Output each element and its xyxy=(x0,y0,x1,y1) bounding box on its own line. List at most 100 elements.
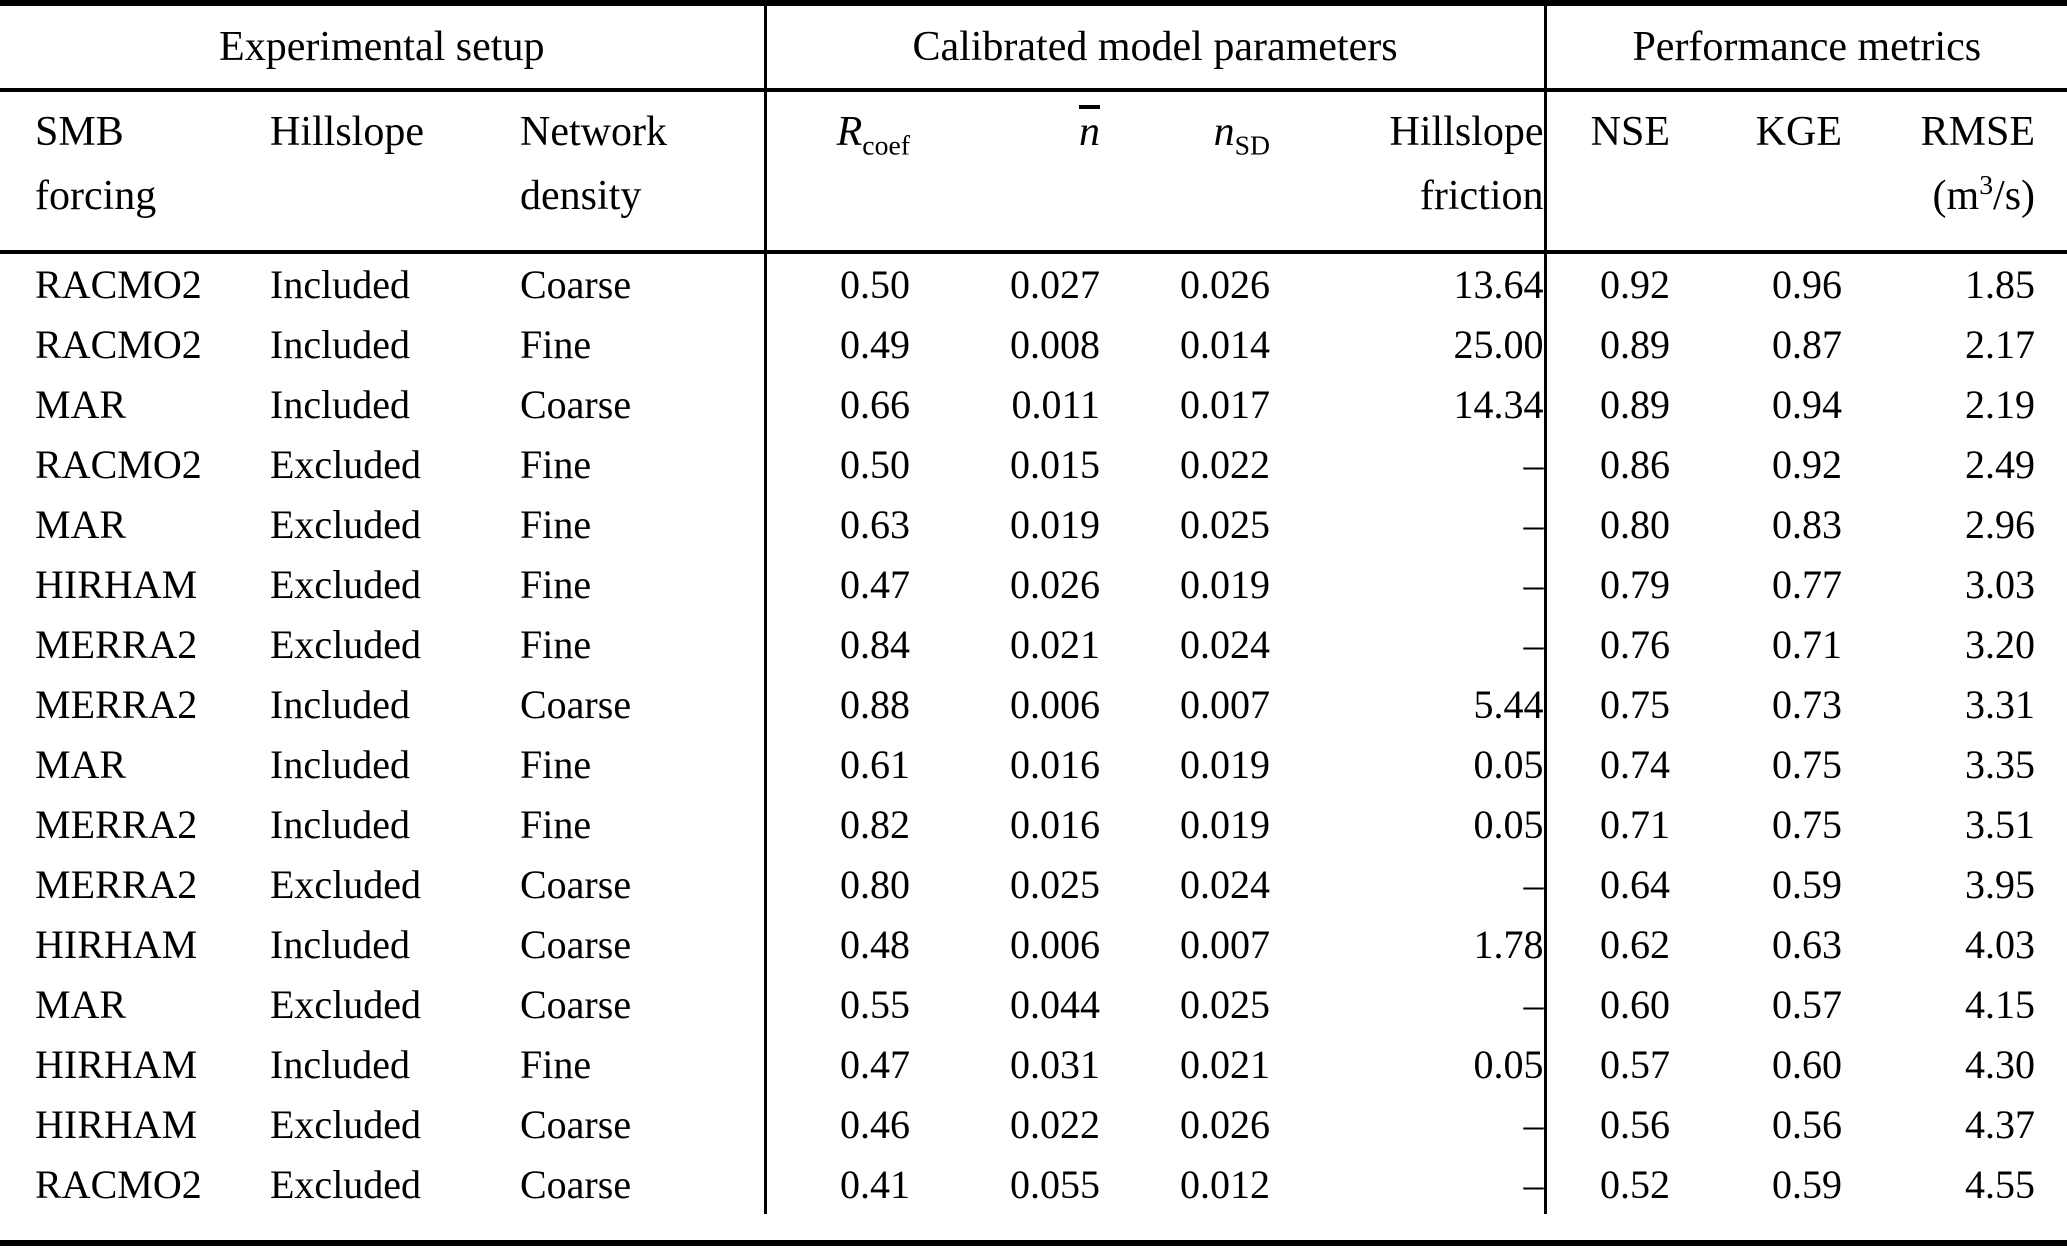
cell-smb_forcing: MAR xyxy=(35,501,127,547)
cell-r_coef: 0.50 xyxy=(763,252,910,314)
cell-n_bar: 0.015 xyxy=(1010,441,1100,487)
cell-hillslope_friction: – xyxy=(1523,621,1544,667)
cell-rmse: 2.49 xyxy=(1965,441,2036,487)
spacer-cell xyxy=(1670,1214,1842,1243)
spacer-cell xyxy=(1842,1214,2067,1243)
cell-n_sd: 0.025 xyxy=(1180,501,1270,547)
cell-rmse: 4.37 xyxy=(1965,1101,2036,1147)
cell-smb_forcing: MAR xyxy=(35,741,127,787)
cell-nse: 0.64 xyxy=(1543,854,1671,914)
cell-n_sd: 0.019 xyxy=(1180,801,1270,847)
kge-label: KGE xyxy=(1755,109,1843,155)
cell-hillslope: Excluded xyxy=(270,1161,422,1207)
cell-hillslope_friction: – xyxy=(1523,561,1544,607)
cell-n_sd: 0.021 xyxy=(1180,1041,1270,1087)
cell-smb_forcing: MERRA2 xyxy=(35,801,198,847)
cell-smb_forcing: RACMO2 xyxy=(35,1161,202,1207)
cell-r_coef: 0.88 xyxy=(763,674,910,734)
cell-rmse: 1.85 xyxy=(1965,261,2036,307)
column-header-hillslope: Hillslope xyxy=(270,90,520,254)
cell-network_density: Coarse xyxy=(520,381,632,427)
cell-hillslope_friction: 14.34 xyxy=(1453,381,1544,427)
table-row: MERRA2 Excluded Fine 0.84 0.021 0.024 –0.76 0.7… xyxy=(0,614,2067,674)
cell-hillslope_friction: 5.44 xyxy=(1473,681,1544,727)
cell-smb_forcing: HIRHAM xyxy=(35,921,198,967)
cell-nse: 0.57 xyxy=(1543,1034,1671,1094)
cell-hillslope: Excluded xyxy=(270,501,422,547)
spacer-row xyxy=(0,1214,2067,1243)
cell-smb_forcing: MAR xyxy=(35,381,127,427)
cell-hillslope_friction: – xyxy=(1523,441,1544,487)
cell-kge: 0.60 xyxy=(1772,1041,1843,1087)
cell-network_density: Coarse xyxy=(520,681,632,727)
cell-nse: 0.74 xyxy=(1543,734,1671,794)
cell-n_sd: 0.026 xyxy=(1180,261,1270,307)
cell-r_coef: 0.41 xyxy=(763,1154,910,1214)
cell-rmse: 3.35 xyxy=(1965,741,2036,787)
cell-network_density: Fine xyxy=(520,561,592,607)
cell-r_coef: 0.46 xyxy=(763,1094,910,1154)
cell-hillslope_friction: 0.05 xyxy=(1473,801,1544,847)
cell-kge: 0.96 xyxy=(1772,261,1843,307)
cell-hillslope: Excluded xyxy=(270,621,422,667)
cell-hillslope: Excluded xyxy=(270,561,422,607)
cell-n_bar: 0.031 xyxy=(1010,1041,1100,1087)
table-row: MAR Included Coarse 0.66 0.011 0.017 14.34 0.89… xyxy=(0,374,2067,434)
table-row: MERRA2 Included Fine 0.82 0.016 0.019 0.05 0.71… xyxy=(0,794,2067,854)
cell-r_coef: 0.55 xyxy=(763,974,910,1034)
cell-nse: 0.52 xyxy=(1543,1154,1671,1214)
cell-smb_forcing: RACMO2 xyxy=(35,441,202,487)
table-row: HIRHAM Excluded Coarse 0.46 0.022 0.026–0.56 0… xyxy=(0,1094,2067,1154)
spacer-cell xyxy=(1270,1214,1545,1243)
cell-hillslope: Excluded xyxy=(270,441,422,487)
cell-network_density: Coarse xyxy=(520,261,632,307)
column-header-n-bar: n xyxy=(910,90,1100,254)
cell-n_sd: 0.025 xyxy=(1180,981,1270,1027)
table-row: MAR Included Fine 0.61 0.016 0.019 0.05 0.74 0.7… xyxy=(0,734,2067,794)
cell-r_coef: 0.84 xyxy=(763,614,910,674)
smb-forcing-line1: SMB xyxy=(35,109,124,155)
cell-n_bar: 0.006 xyxy=(1010,681,1100,727)
spacer-cell xyxy=(1100,1214,1270,1243)
cell-r_coef: 0.80 xyxy=(763,854,910,914)
group-header-performance-metrics: Performance metrics xyxy=(1543,3,2067,92)
cell-n_bar: 0.025 xyxy=(1010,861,1100,907)
cell-smb_forcing: RACMO2 xyxy=(35,261,202,307)
cell-r_coef: 0.61 xyxy=(763,734,910,794)
cell-smb_forcing: MERRA2 xyxy=(35,681,198,727)
cell-nse: 0.80 xyxy=(1543,494,1671,554)
table-body: RACMO2 Included Coarse 0.50 0.027 0.026 13.64 0… xyxy=(0,252,2067,1243)
column-header-row: SMB forcing Hillslope Network density Rc… xyxy=(0,90,2067,254)
cell-hillslope_friction: 25.00 xyxy=(1453,321,1544,367)
cell-smb_forcing: MAR xyxy=(35,981,127,1027)
cell-hillslope: Included xyxy=(270,321,410,367)
cell-hillslope: Included xyxy=(270,741,410,787)
cell-kge: 0.56 xyxy=(1772,1101,1843,1147)
cell-nse: 0.86 xyxy=(1543,434,1671,494)
table-row: RACMO2 Included Coarse 0.50 0.027 0.026 13.64 0… xyxy=(0,252,2067,314)
cell-hillslope: Excluded xyxy=(270,981,422,1027)
cell-hillslope: Excluded xyxy=(270,861,422,907)
table-row: MERRA2 Included Coarse 0.88 0.006 0.007 5.44 0.… xyxy=(0,674,2067,734)
cell-n_bar: 0.016 xyxy=(1010,801,1100,847)
cell-network_density: Fine xyxy=(520,441,592,487)
hillslope-friction-line1: Hillslope xyxy=(1389,109,1544,155)
n-sd-symbol: n xyxy=(1213,109,1235,155)
cell-hillslope: Excluded xyxy=(270,1101,422,1147)
network-density-line2: density xyxy=(520,173,642,219)
nse-label: NSE xyxy=(1590,109,1671,155)
cell-network_density: Fine xyxy=(520,621,592,667)
cell-hillslope_friction: 0.05 xyxy=(1473,741,1544,787)
cell-n_bar: 0.016 xyxy=(1010,741,1100,787)
cell-network_density: Fine xyxy=(520,501,592,547)
cell-n_sd: 0.026 xyxy=(1180,1101,1270,1147)
cell-nse: 0.75 xyxy=(1543,674,1671,734)
cell-r_coef: 0.47 xyxy=(763,554,910,614)
r-coef-subscript: coef xyxy=(862,129,910,161)
cell-n_sd: 0.019 xyxy=(1180,561,1270,607)
cell-network_density: Coarse xyxy=(520,921,632,967)
cell-smb_forcing: HIRHAM xyxy=(35,1101,198,1147)
cell-hillslope_friction: 13.64 xyxy=(1453,261,1544,307)
cell-network_density: Coarse xyxy=(520,1161,632,1207)
